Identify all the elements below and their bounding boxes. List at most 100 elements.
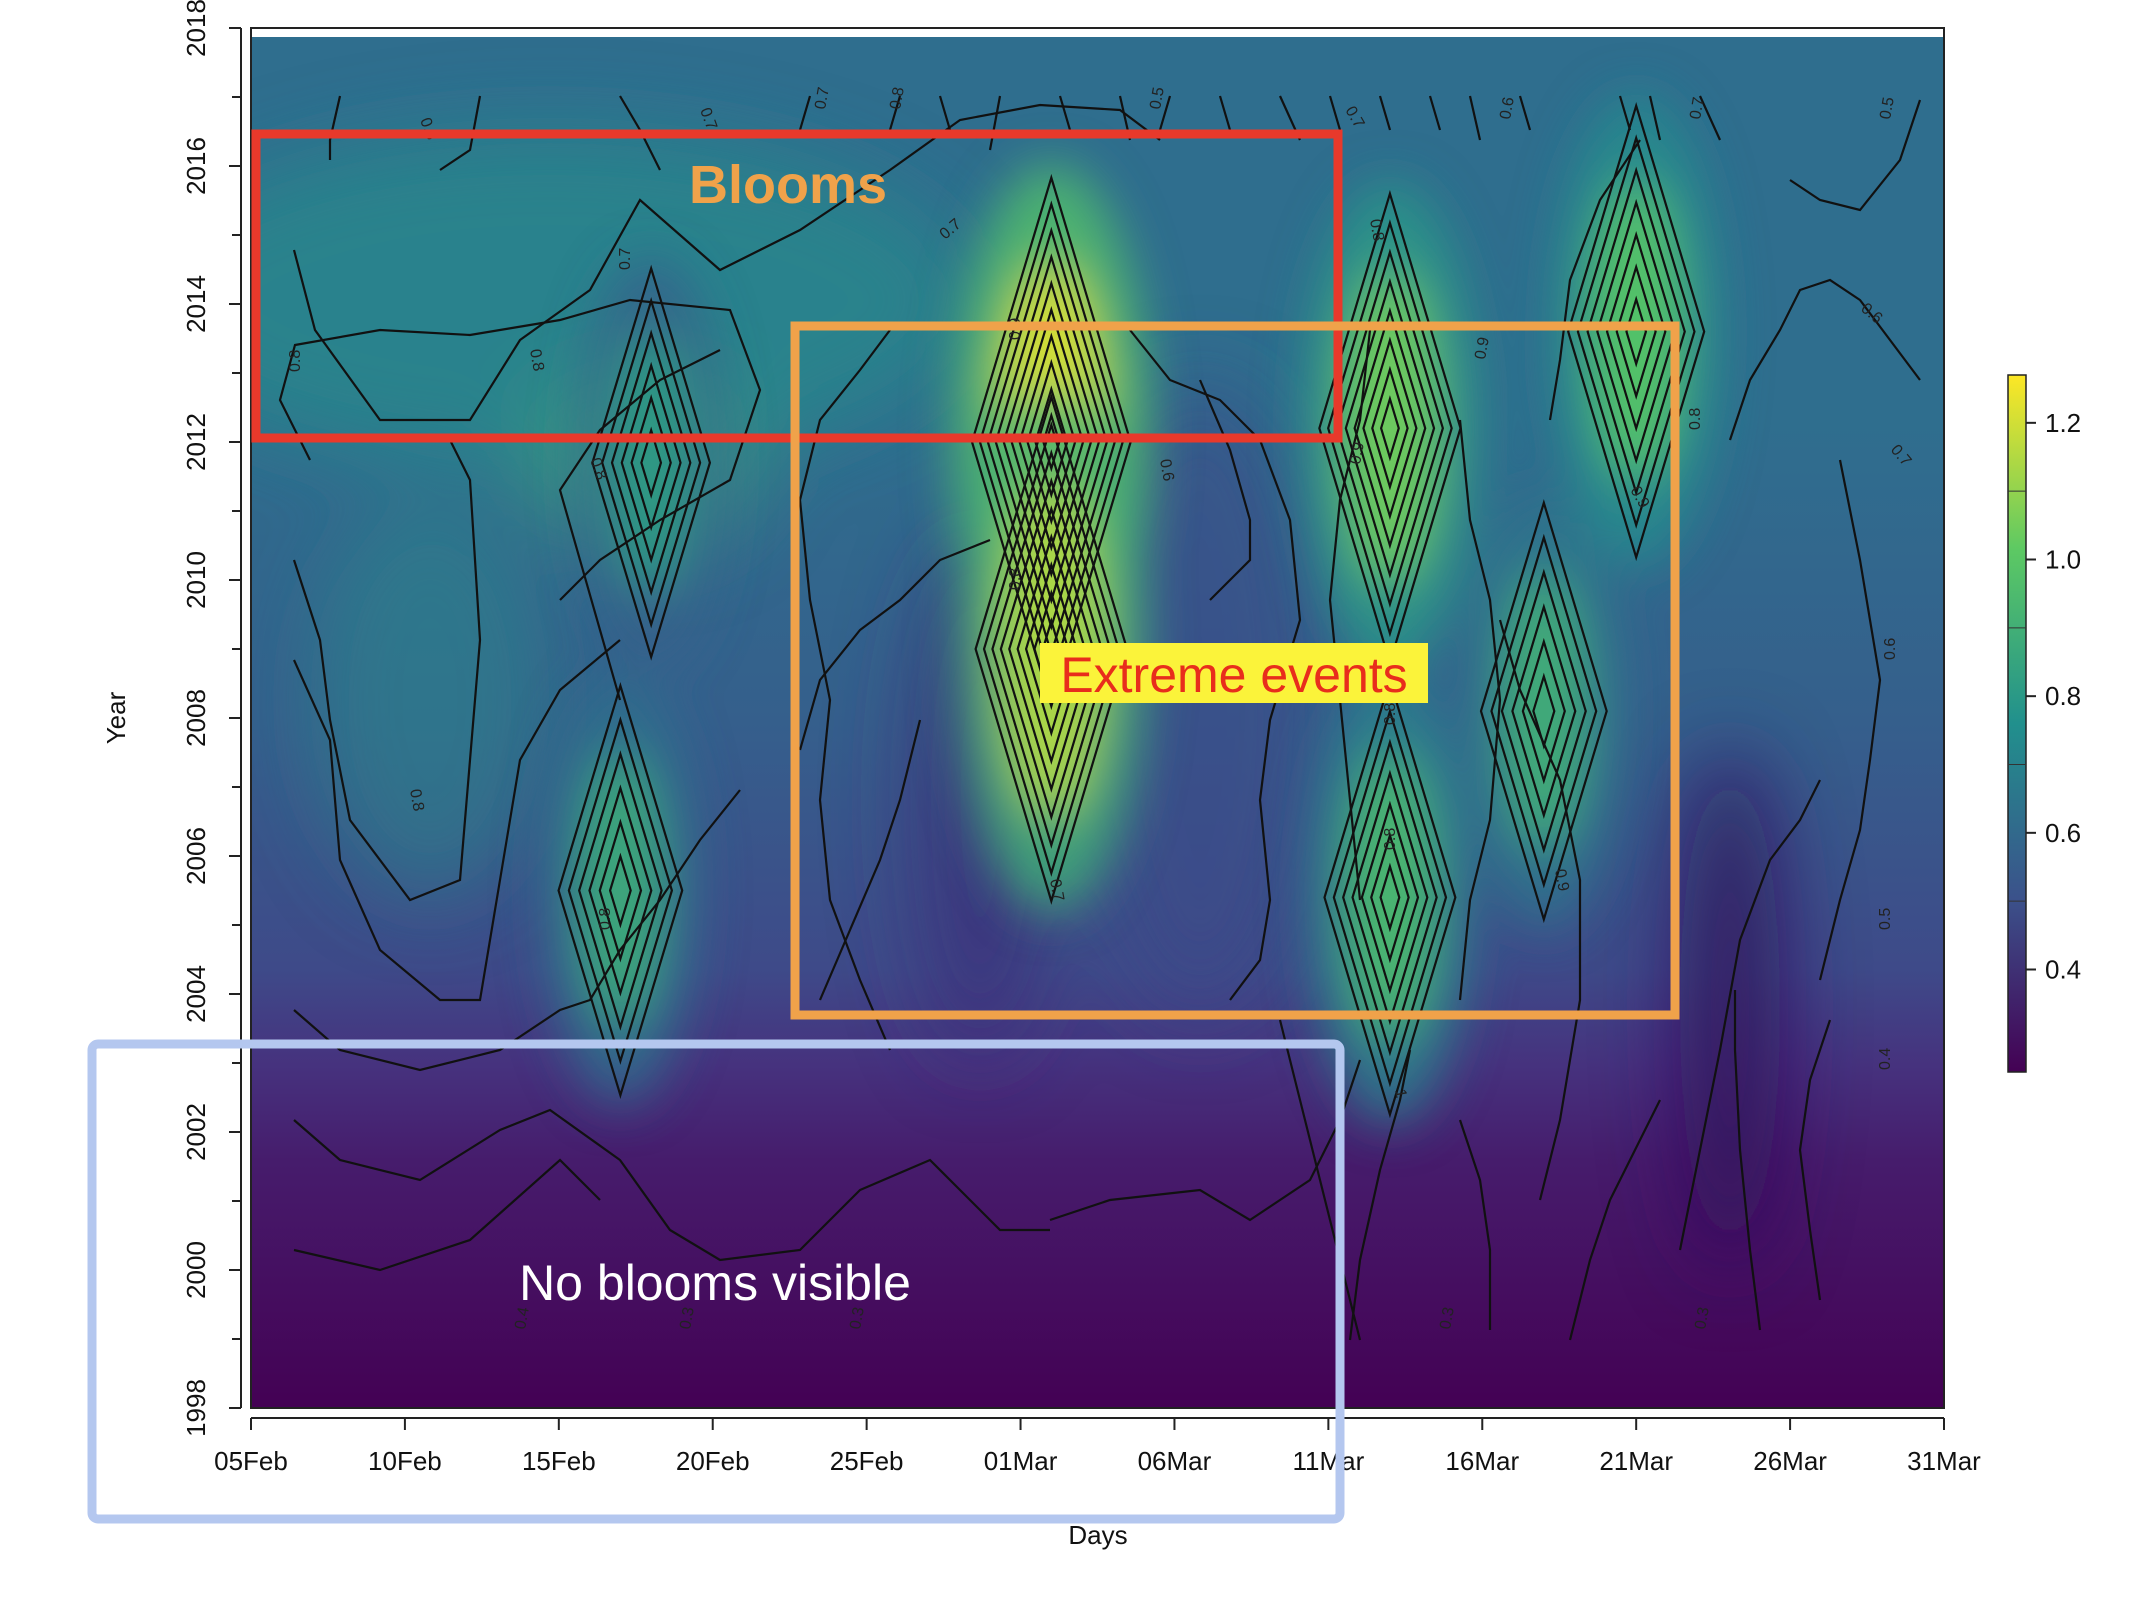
- contour-label: 0.8: [887, 86, 908, 111]
- contour-ring: [608, 852, 632, 929]
- contour-label: 0.4: [512, 1306, 533, 1331]
- contour-label: 0.8: [1382, 703, 1399, 725]
- colorbar-gradient: [2007, 374, 2027, 1073]
- contour-line: [292, 639, 621, 1002]
- hotspot: [1501, 572, 1586, 850]
- contour-ring: [1353, 307, 1427, 550]
- y-tick-label: 2002: [181, 1103, 211, 1161]
- contour-ring: [974, 393, 1129, 905]
- contour-line: [1789, 99, 1922, 212]
- x-tick-label: 15Feb: [522, 1446, 596, 1476]
- no-blooms-label: No blooms visible: [519, 1255, 911, 1311]
- contour-ring: [1370, 831, 1410, 964]
- contour-line: [1678, 779, 1821, 1251]
- hotspot: [1346, 752, 1434, 1043]
- contour-line: [1798, 1019, 1832, 1301]
- contour-label: 0.8: [597, 908, 614, 930]
- colorbar-tick-label: 1.0: [2045, 545, 2081, 575]
- x-tick-label: 21Mar: [1599, 1446, 1673, 1476]
- contour-ring: [591, 264, 712, 661]
- contour-line: [278, 298, 762, 601]
- contour-ring: [991, 449, 1112, 849]
- contour-label: 0.7: [812, 86, 833, 111]
- contour-ring: [1500, 568, 1587, 854]
- contour-line: [292, 439, 482, 902]
- contour-label: 0.5: [1147, 86, 1168, 111]
- x-tick-label: 11Mar: [1292, 1446, 1364, 1476]
- contour-label: 0.6: [1156, 458, 1177, 483]
- contour-ring: [1596, 198, 1677, 465]
- contour-ring: [1371, 365, 1409, 491]
- top-white-strip: [251, 28, 1944, 37]
- x-tick-label: 31Mar: [1907, 1446, 1981, 1476]
- contour-ring: [1521, 637, 1566, 785]
- contour-ring: [1016, 533, 1087, 765]
- contour-line: [1498, 619, 1582, 1201]
- contour-line: [1348, 1049, 1412, 1341]
- contour-ring: [567, 716, 674, 1065]
- contour-label: 0.8: [586, 456, 610, 483]
- contour-line: [818, 719, 922, 1001]
- contour-label: 0.9: [1472, 336, 1493, 361]
- contour-line: [1129, 329, 1302, 1001]
- y-tick-label: 2016: [181, 137, 211, 195]
- contour-ring: [1625, 295, 1648, 368]
- contour-label: 0.4: [1877, 1048, 1894, 1070]
- contour-ring: [1605, 231, 1667, 433]
- contour-ring: [1335, 248, 1445, 608]
- x-tick-label: 26Mar: [1753, 1446, 1827, 1476]
- contour-ring: [999, 477, 1103, 821]
- contour-label: 0.3: [1437, 1306, 1458, 1331]
- x-axis: 05Feb 10Feb 15Feb 20Feb 25Feb 01Mar 06Mar 11Mar…: [214, 1417, 1981, 1476]
- y-tick-label: 2010: [181, 551, 211, 609]
- colorbar: 0.4 0.6 0.8 1.0 1.2: [2007, 374, 2081, 1073]
- contour-label: 0.7: [617, 248, 634, 270]
- contour-line: [1278, 1019, 1362, 1341]
- contour-line: [798, 329, 892, 1051]
- colorbar-tick-label: 0.4: [2045, 955, 2081, 985]
- contour-ring: [1511, 603, 1577, 820]
- contour-ring: [1351, 769, 1429, 1026]
- y-tick-label: 2000: [181, 1241, 211, 1299]
- x-tick-label: 25Feb: [830, 1446, 904, 1476]
- contour-ring: [1362, 336, 1418, 520]
- contour-ring: [1576, 134, 1696, 529]
- x-tick-label: 16Mar: [1445, 1446, 1519, 1476]
- contour-label: 0.8: [287, 350, 304, 372]
- contour-ring: [1615, 263, 1657, 400]
- contour-line: [293, 1158, 601, 1272]
- contour-line: [1568, 1099, 1661, 1341]
- hotspot: [579, 754, 662, 1027]
- x-tick-label: 05Feb: [214, 1446, 288, 1476]
- contour-ring: [1026, 358, 1077, 526]
- contour-ring: [601, 297, 702, 629]
- contour-ring: [1002, 279, 1101, 605]
- extreme-events-label: Extreme events: [1060, 647, 1407, 703]
- contour-label: 0.9: [1347, 441, 1368, 466]
- contour-ring: [1567, 102, 1706, 562]
- colorbar-tick-label: 1.2: [2045, 408, 2081, 438]
- contour-ring: [578, 750, 663, 1031]
- x-tick-label: 06Mar: [1138, 1446, 1212, 1476]
- contour-ring: [588, 784, 653, 997]
- extreme-events-label-bg: [1040, 643, 1428, 703]
- contour-ring: [1034, 385, 1069, 499]
- no-blooms-box: [87, 1039, 1345, 1524]
- contour-line: [293, 1108, 1050, 1262]
- contour-line: [293, 789, 741, 1072]
- contour-line: [798, 538, 991, 751]
- y-tick-label: 2004: [181, 965, 211, 1023]
- contour-ring: [1360, 800, 1420, 995]
- contour-line: [1728, 278, 1921, 441]
- extreme-events-box: [790, 321, 1680, 1020]
- contour-ring: [620, 361, 682, 564]
- contour-rings: [557, 102, 1706, 1119]
- hotspot: [612, 333, 691, 593]
- y-tick-label: 2008: [181, 689, 211, 747]
- hotspot: [1342, 271, 1437, 585]
- contour-ring: [1586, 166, 1686, 497]
- mid-green-blob: [310, 500, 550, 900]
- y-tick-label: 2012: [181, 413, 211, 471]
- contour-label: 0.6: [1882, 638, 1899, 660]
